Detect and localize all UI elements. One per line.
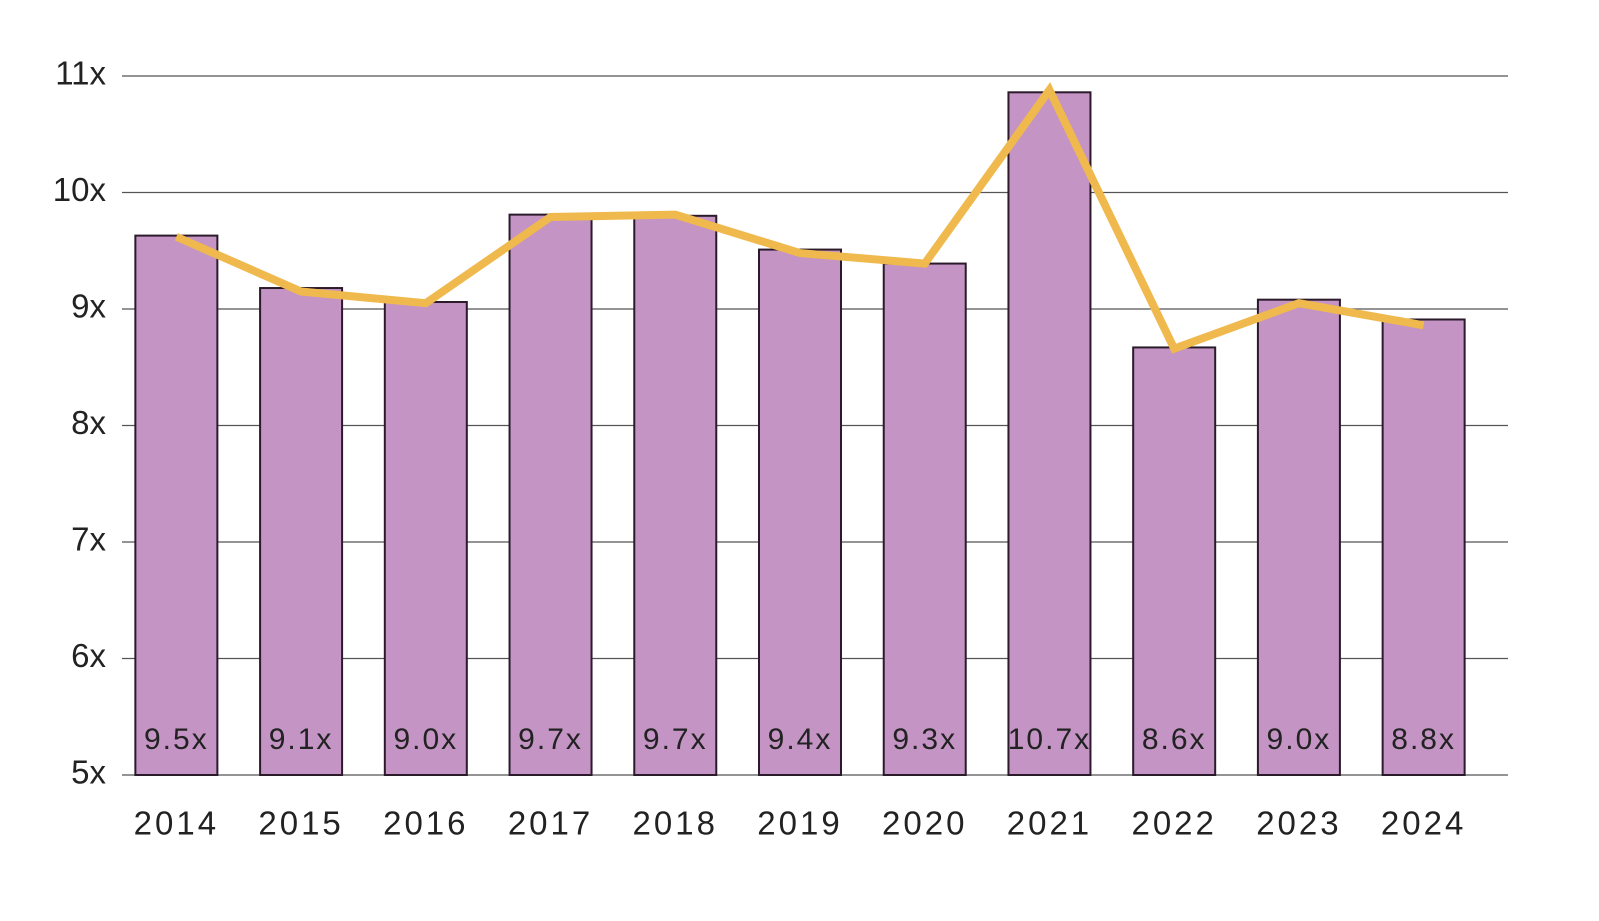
x-tick-label: 2022 — [1131, 805, 1216, 842]
bar-label: 9.7x — [518, 723, 583, 756]
x-tick-label: 2014 — [134, 805, 219, 842]
bar-label: 9.0x — [393, 723, 458, 756]
x-tick-label: 2015 — [258, 805, 343, 842]
bar — [259, 287, 344, 776]
bar-label: 8.6x — [1142, 723, 1207, 756]
bar-label: 9.1x — [269, 723, 334, 756]
bar — [383, 301, 468, 776]
x-tick-label: 2024 — [1381, 805, 1466, 842]
y-tick-label: 5x — [71, 754, 106, 791]
bar — [633, 214, 718, 777]
y-tick-label: 7x — [71, 521, 106, 558]
x-tick-label: 2017 — [508, 805, 593, 842]
line — [174, 82, 1425, 354]
y-tick-label: 6x — [71, 637, 106, 674]
bar — [1132, 346, 1217, 776]
x-tick-label: 2018 — [633, 805, 718, 842]
x-tick-label: 2016 — [383, 805, 468, 842]
bar-label: 9.0x — [1267, 723, 1332, 756]
bar-label: 10.7x — [1008, 723, 1091, 756]
bar-label: 9.4x — [768, 723, 833, 756]
bar-label: 8.8x — [1391, 723, 1456, 756]
bar — [1007, 91, 1092, 776]
x-tick-label: 2023 — [1256, 805, 1341, 842]
bar — [134, 234, 219, 777]
bar — [508, 213, 593, 776]
y-tick-label: 9x — [71, 288, 106, 325]
x-tick-label: 2019 — [757, 805, 842, 842]
y-tick-label: 8x — [71, 404, 106, 441]
bar — [1381, 318, 1466, 776]
bar-label: 9.3x — [892, 723, 957, 756]
y-tick-label: 10x — [53, 171, 107, 208]
y-tick-label: 11x — [55, 55, 106, 92]
bar — [1256, 298, 1341, 776]
bar — [882, 262, 967, 776]
bar-label: 9.5x — [144, 723, 209, 756]
x-tick-label: 2021 — [1007, 805, 1092, 842]
bar-label: 9.7x — [643, 723, 708, 756]
x-tick-label: 2020 — [882, 805, 967, 842]
bar — [758, 248, 842, 776]
